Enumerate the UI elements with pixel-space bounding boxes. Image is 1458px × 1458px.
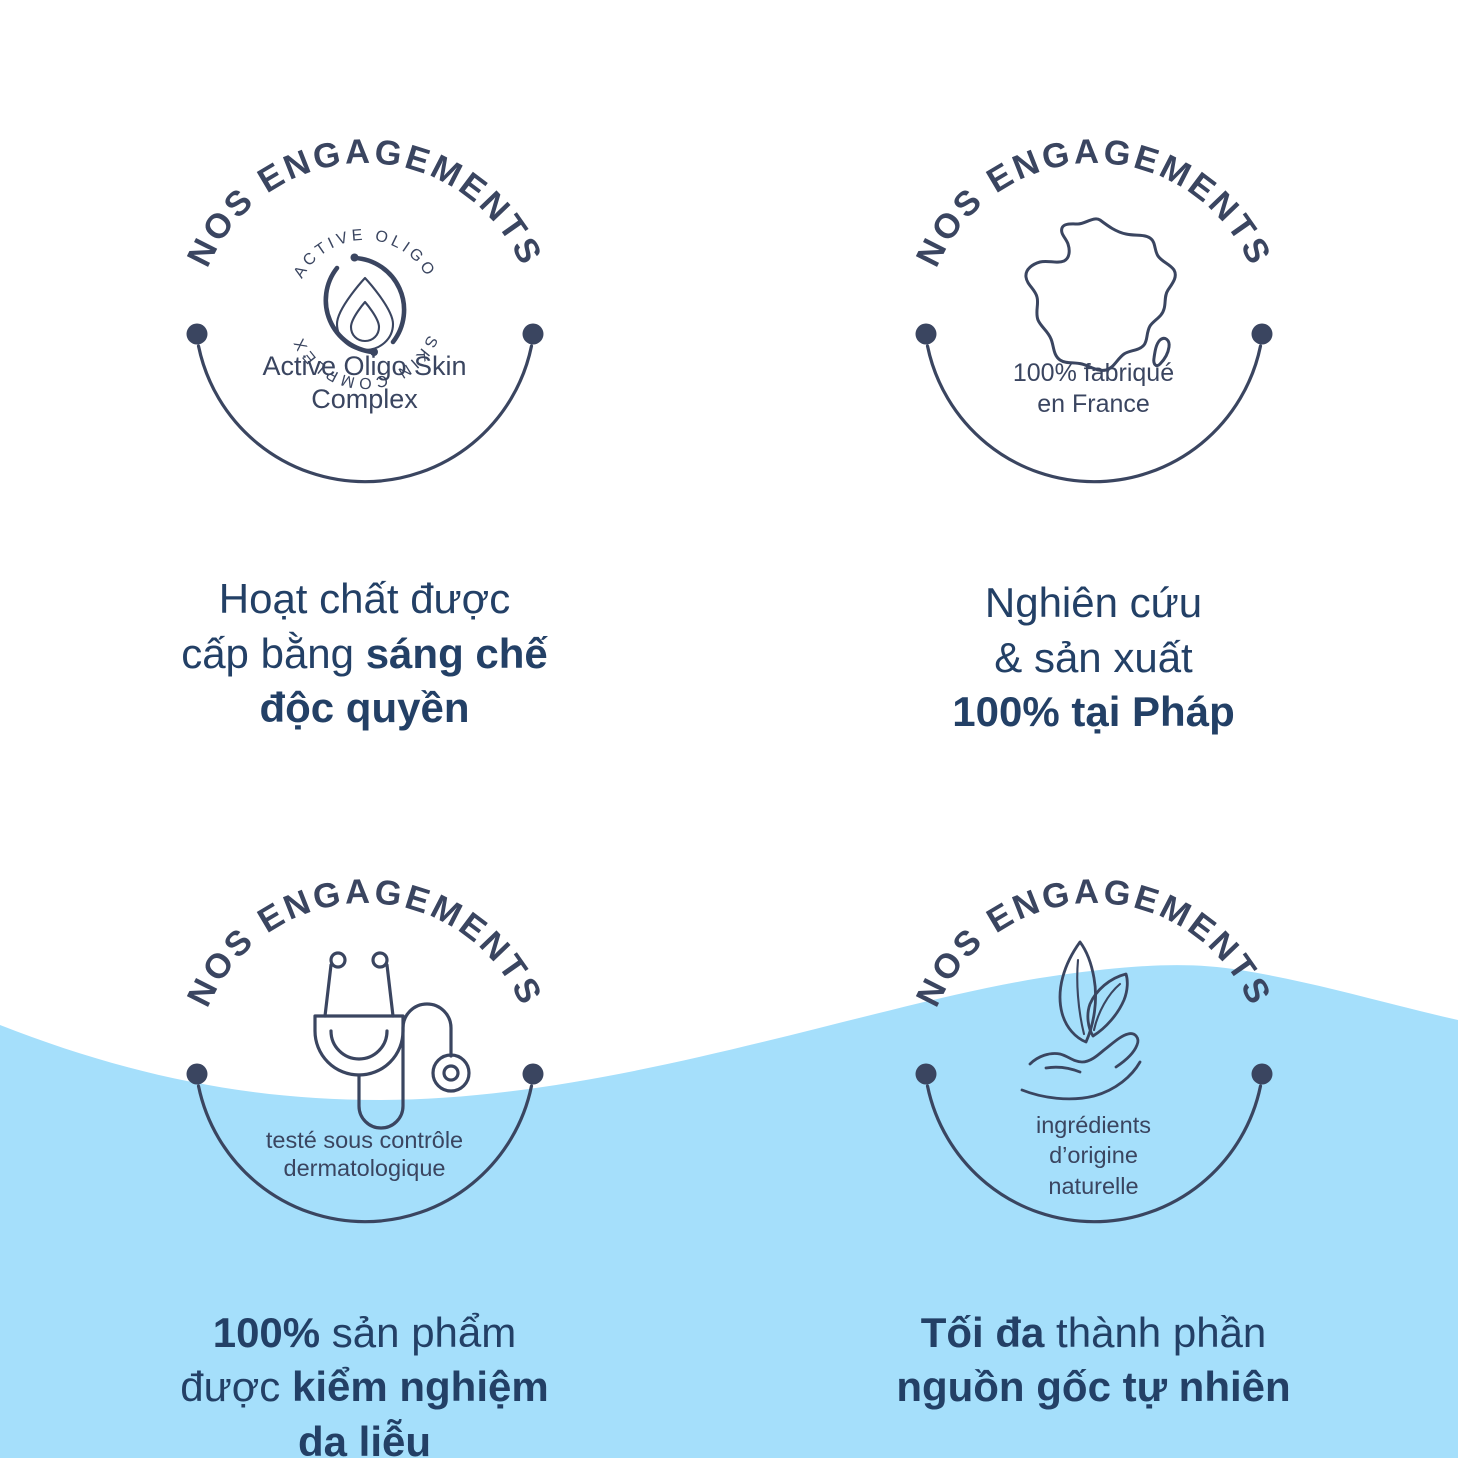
headline-active-oligo: Hoạt chất được cấp bằng sáng chế độc quy… bbox=[181, 572, 548, 736]
badge-graphic: NOS ENGAGEMENTS bbox=[909, 133, 1279, 484]
badge-caption-line: dermatologique bbox=[283, 1155, 446, 1182]
badge-cell-made-in-france: NOS ENGAGEMENTS 100% fabriqué en France bbox=[729, 0, 1458, 740]
headline-line: Hoạt chất được bbox=[218, 575, 511, 622]
ring-label-text: NOS ENGAGEMENTS bbox=[180, 133, 550, 273]
badge-caption-line: naturelle bbox=[1048, 1172, 1139, 1199]
france-map-icon bbox=[1023, 217, 1177, 372]
badge-caption: testé sous contrôle dermatologique bbox=[195, 1126, 535, 1183]
headline-emphasis: kiểm nghiệm bbox=[291, 1363, 549, 1411]
stethoscope-icon bbox=[312, 951, 471, 1130]
badge-bottom-arc bbox=[925, 344, 1262, 484]
arc-end-dot-left bbox=[915, 323, 936, 345]
badge-cell-dermatologically-tested: NOS ENGAGEMENTS bbox=[0, 740, 729, 1458]
badge-graphic: NOS ENGAGEMENTS bbox=[180, 872, 550, 1223]
badge-caption-line: testé sous contrôle bbox=[265, 1126, 464, 1153]
badge-caption-line: Complex bbox=[311, 383, 418, 414]
badge-made-in-france: NOS ENGAGEMENTS 100% fabriqué en France bbox=[894, 128, 1294, 528]
headline-emphasis: Tối đa bbox=[920, 1308, 1045, 1356]
headline-line: sản phẩm bbox=[320, 1308, 517, 1356]
badge-dermatologically-tested: NOS ENGAGEMENTS bbox=[165, 868, 565, 1268]
badge-caption-line: 100% fabriqué bbox=[1012, 359, 1175, 387]
headline-made-in-france: Nghiên cứu & sản xuất 100% tại Pháp bbox=[952, 576, 1234, 740]
headline-line: Nghiên cứu bbox=[984, 579, 1203, 626]
headline-line: cấp bằng bbox=[181, 629, 366, 677]
headline-line: & sản xuất bbox=[994, 633, 1193, 681]
badge-active-oligo-skin-complex: NOS ENGAGEMENTS ACTIVE OLIGO SKIN COMPLE… bbox=[165, 128, 565, 528]
badge-graphic: NOS ENGAGEMENTS bbox=[909, 872, 1279, 1223]
headline-line: thành phần bbox=[1044, 1308, 1267, 1356]
badge-caption-line: ingrédients bbox=[1036, 1111, 1151, 1138]
headline-emphasis: độc quyền bbox=[259, 684, 470, 732]
badge-natural-ingredients: NOS ENGAGEMENTS bbox=[894, 868, 1294, 1268]
headline-emphasis: 100% tại Pháp bbox=[952, 688, 1235, 736]
ring-label-text: NOS ENGAGEMENTS bbox=[909, 872, 1279, 1012]
arc-end-dot-right bbox=[1251, 1063, 1272, 1085]
headline-dermatologically-tested: 100% sản phẩm được kiểm nghiệm da liễu bbox=[180, 1306, 548, 1458]
arc-end-dot-right bbox=[522, 1063, 543, 1085]
headline-emphasis: da liễu bbox=[297, 1417, 432, 1458]
badge-bottom-arc bbox=[196, 344, 533, 484]
arc-end-dot-right bbox=[522, 323, 543, 345]
headline-emphasis: 100% bbox=[212, 1308, 321, 1356]
headline-natural-ingredients: Tối đa thành phần nguồn gốc tự nhiên bbox=[896, 1306, 1290, 1415]
badge-cell-active-oligo: NOS ENGAGEMENTS ACTIVE OLIGO SKIN COMPLE… bbox=[0, 0, 729, 740]
badge-caption-line: Active Oligo Skin bbox=[262, 351, 467, 381]
badge-caption: 100% fabriqué en France bbox=[934, 358, 1254, 419]
badge-cell-natural-ingredients: NOS ENGAGEMENTS bbox=[729, 740, 1458, 1458]
badge-caption-line: d’origine bbox=[1049, 1142, 1138, 1169]
badge-caption: ingrédients d’origine naturelle bbox=[964, 1110, 1224, 1202]
arc-end-dot-left bbox=[915, 1063, 936, 1085]
arc-end-dot-right bbox=[1251, 323, 1272, 345]
svg-text:ACTIVE OLIGO: ACTIVE OLIGO bbox=[290, 227, 439, 282]
headline-emphasis: nguồn gốc tự nhiên bbox=[896, 1363, 1291, 1411]
headline-emphasis: sáng chế bbox=[365, 629, 548, 677]
badge-caption: Active Oligo Skin Complex bbox=[205, 350, 525, 416]
arc-end-dot-left bbox=[186, 1063, 207, 1085]
hand-leaf-icon bbox=[1020, 940, 1141, 1101]
badge-caption-line: en France bbox=[1037, 389, 1150, 418]
ring-label-text: NOS ENGAGEMENTS bbox=[180, 872, 550, 1012]
arc-end-dot-left bbox=[186, 323, 207, 345]
badge-graphic: NOS ENGAGEMENTS ACTIVE OLIGO SKIN COMPLE… bbox=[180, 133, 550, 484]
headline-line: được bbox=[180, 1363, 292, 1411]
ring-label-text: NOS ENGAGEMENTS bbox=[909, 133, 1279, 273]
